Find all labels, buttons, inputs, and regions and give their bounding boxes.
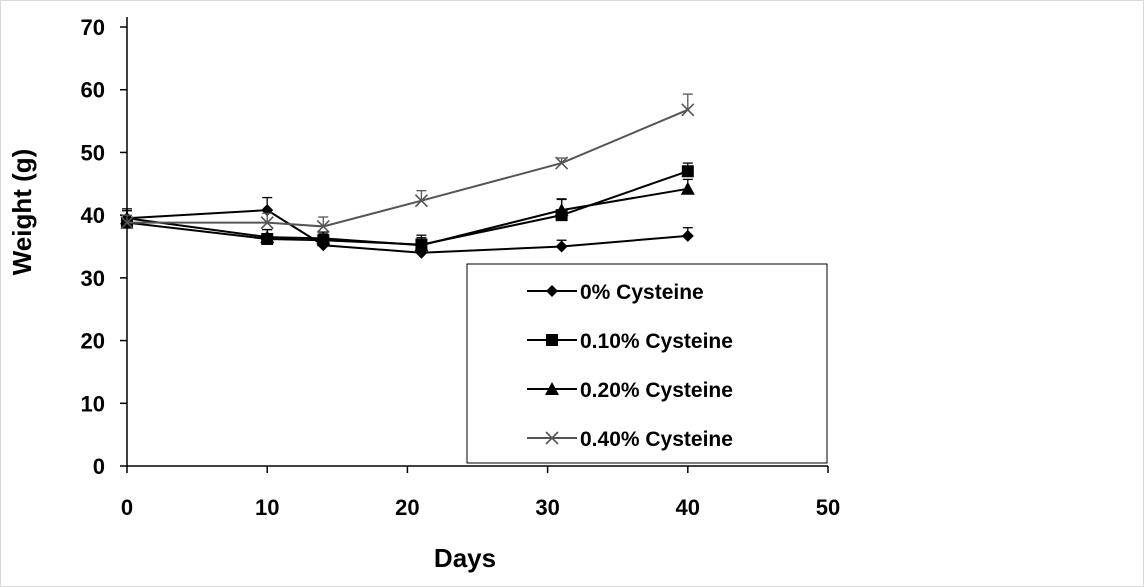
legend-box — [466, 263, 828, 464]
y-tick-label: 40 — [81, 203, 105, 228]
x-tick-label: 40 — [676, 495, 700, 520]
triangle-marker — [680, 181, 695, 195]
diamond-marker — [546, 285, 558, 297]
x-tick-label: 50 — [816, 495, 840, 520]
x-tick-label: 10 — [255, 495, 279, 520]
series-line — [126, 209, 688, 254]
legend-label: 0% Cysteine — [580, 281, 704, 304]
legend: 0% Cysteine 0.10% Cysteine 0.20% Cysteine 0… — [466, 263, 828, 464]
legend-item: 0.20% Cysteine — [527, 379, 733, 402]
x-tick-label: 30 — [535, 495, 559, 520]
x-tick-label: 20 — [395, 495, 419, 520]
legend-label: 0.40% Cysteine — [580, 428, 733, 451]
x-marker — [260, 216, 274, 230]
series-line — [126, 170, 689, 246]
y-tick-label: 70 — [81, 15, 105, 40]
y-tick-label: 0 — [93, 454, 105, 479]
x-marker-stroke — [316, 219, 330, 233]
x-tick-label: 0 — [121, 495, 133, 520]
x-marker — [316, 219, 330, 233]
triangle-marker — [316, 231, 331, 245]
y-tick-label: 20 — [81, 329, 105, 354]
x-marker — [681, 103, 695, 117]
y-axis-title: Weight (g) — [7, 149, 37, 276]
x-marker-stroke — [414, 194, 428, 208]
x-marker — [120, 216, 134, 230]
x-marker-stroke — [545, 431, 559, 445]
square-marker — [546, 334, 558, 346]
series-line — [127, 108, 689, 228]
legend-item: 0.10% Cysteine — [527, 330, 733, 353]
axes: 0 10 20 30 40 50 60 70 0 10 20 30 40 50 — [81, 15, 841, 520]
y-tick-label: 30 — [81, 266, 105, 291]
legend-label: 0.10% Cysteine — [580, 330, 733, 353]
triangle-marker — [545, 382, 559, 395]
x-marker — [555, 156, 569, 170]
series-2 — [120, 178, 695, 252]
x-marker-stroke — [681, 103, 695, 117]
series-line — [126, 187, 688, 247]
series-3 — [120, 93, 695, 233]
y-tick-label: 60 — [81, 78, 105, 103]
triangle-marker — [414, 238, 429, 252]
x-marker-stroke — [120, 216, 134, 230]
triangle-marker — [554, 203, 569, 217]
square-marker — [681, 165, 694, 178]
triangle-marker — [260, 230, 275, 244]
diamond-marker — [681, 229, 694, 242]
x-axis-title: Days — [434, 543, 496, 573]
y-tick-label: 10 — [81, 391, 105, 416]
series-1 — [121, 162, 694, 251]
diamond-marker — [555, 240, 568, 253]
legend-item: 0% Cysteine — [527, 281, 704, 304]
legend-label: 0.20% Cysteine — [580, 379, 733, 402]
x-marker-stroke — [260, 216, 274, 230]
x-marker — [545, 431, 559, 445]
legend-item: 0.40% Cysteine — [527, 428, 733, 451]
y-tick-label: 50 — [81, 140, 105, 165]
series-layer — [120, 93, 695, 259]
x-marker-stroke — [555, 156, 569, 170]
x-marker — [414, 194, 428, 208]
